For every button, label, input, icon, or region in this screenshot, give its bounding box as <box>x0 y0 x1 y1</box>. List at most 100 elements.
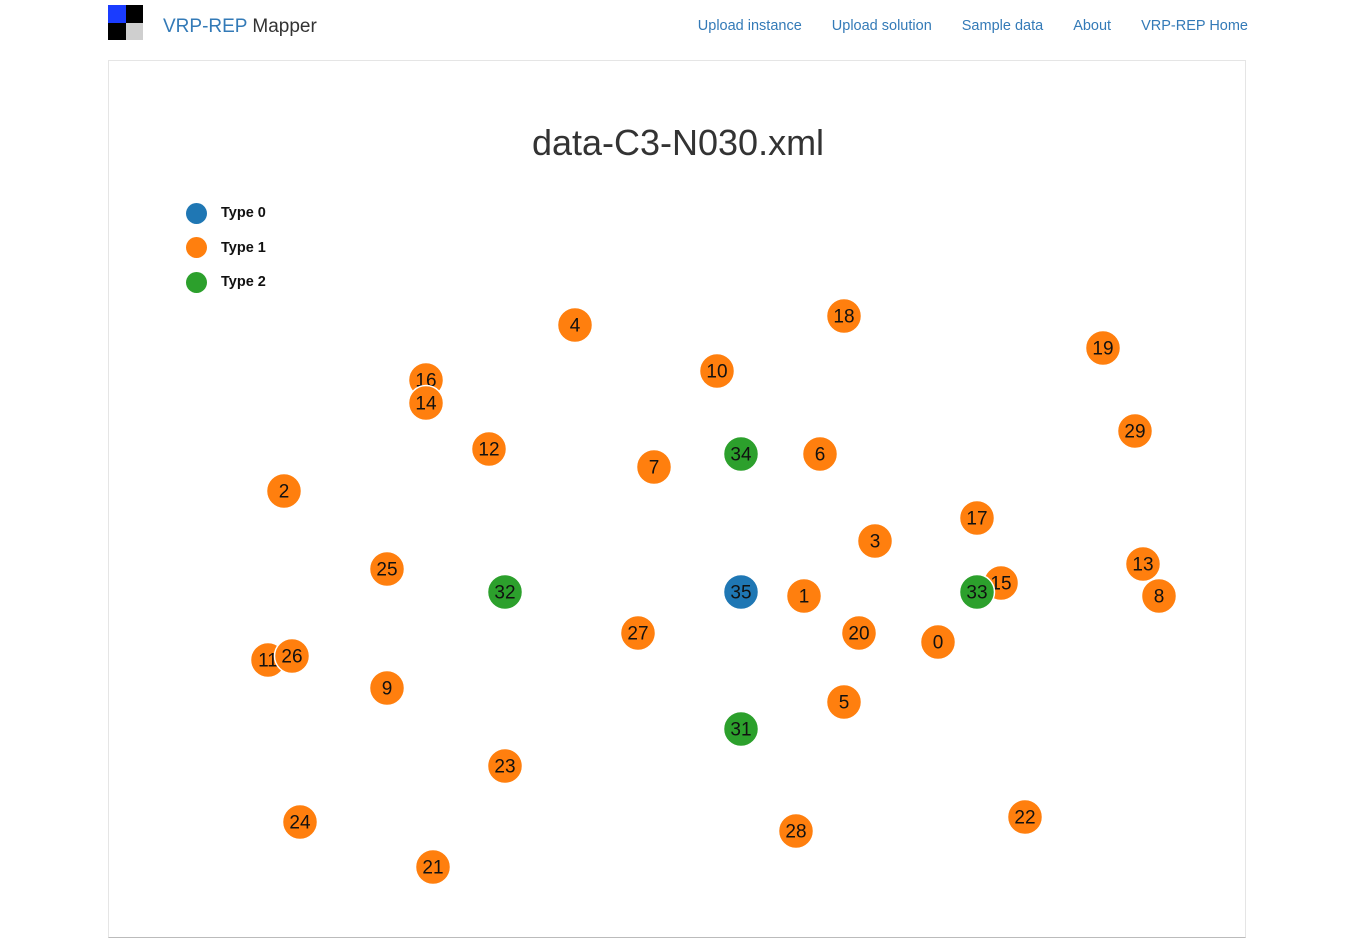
instance-title: data-C3-N030.xml <box>531 122 825 163</box>
node-label: 1 <box>799 587 810 608</box>
node-13[interactable]: 13 <box>1124 545 1162 583</box>
node-label: 15 <box>990 574 1011 595</box>
node-label: 3 <box>870 532 881 553</box>
node-circle[interactable] <box>856 522 894 560</box>
nav-vrp-rep-home-link[interactable]: VRP-REP Home <box>1141 18 1248 34</box>
node-circle[interactable] <box>556 306 594 344</box>
node-label: 19 <box>1092 339 1113 360</box>
node-1[interactable]: 1 <box>785 577 823 615</box>
node-5[interactable]: 5 <box>825 683 863 721</box>
node-label: 0 <box>933 633 944 654</box>
node-27[interactable]: 27 <box>619 614 657 652</box>
node-circle[interactable] <box>958 499 996 537</box>
node-29[interactable]: 29 <box>1116 412 1154 450</box>
node-circle[interactable] <box>368 669 406 707</box>
node-circle[interactable] <box>698 352 736 390</box>
node-circle[interactable] <box>825 683 863 721</box>
node-circle[interactable] <box>777 812 815 850</box>
node-circle[interactable] <box>958 573 996 611</box>
node-circle[interactable] <box>619 614 657 652</box>
node-circle[interactable] <box>273 637 311 675</box>
navbar: VRP-REP Mapper Upload instance Upload so… <box>0 0 1356 56</box>
node-label: 29 <box>1124 422 1145 443</box>
node-circle[interactable] <box>1140 577 1178 615</box>
logo[interactable] <box>108 5 143 40</box>
node-circle[interactable] <box>722 573 760 611</box>
node-label: 8 <box>1154 587 1165 608</box>
logo-square <box>125 5 143 23</box>
nav-upload-solution-link[interactable]: Upload solution <box>831 18 932 34</box>
node-circle[interactable] <box>919 623 957 661</box>
node-3[interactable]: 3 <box>856 522 894 560</box>
node-circle[interactable] <box>722 710 760 748</box>
node-34[interactable]: 34 <box>722 435 760 473</box>
node-32[interactable]: 32 <box>486 573 524 611</box>
node-24[interactable]: 24 <box>281 803 319 841</box>
node-circle[interactable] <box>486 747 524 785</box>
node-circle[interactable] <box>635 448 673 486</box>
node-8[interactable]: 8 <box>1140 577 1178 615</box>
node-10[interactable]: 10 <box>698 352 736 390</box>
node-17[interactable]: 17 <box>958 499 996 537</box>
node-23[interactable]: 23 <box>486 747 524 785</box>
node-circle[interactable] <box>785 577 823 615</box>
brand-name: VRP-REP <box>163 16 248 37</box>
node-circle[interactable] <box>1124 545 1162 583</box>
node-label: 20 <box>848 624 869 645</box>
nav-about-link[interactable]: About <box>1073 18 1112 34</box>
node-label: 22 <box>1014 808 1035 829</box>
node-2[interactable]: 2 <box>265 472 303 510</box>
node-circle[interactable] <box>470 430 508 468</box>
node-20[interactable]: 20 <box>840 614 878 652</box>
node-18[interactable]: 18 <box>825 297 863 335</box>
node-7[interactable]: 7 <box>635 448 673 486</box>
node-circle[interactable] <box>414 848 452 886</box>
nav-links: Upload instance Upload solution Sample d… <box>698 18 1248 34</box>
node-label: 5 <box>839 693 850 714</box>
node-9[interactable]: 9 <box>368 669 406 707</box>
node-circle[interactable] <box>825 297 863 335</box>
node-circle[interactable] <box>1006 798 1044 836</box>
node-6[interactable]: 6 <box>801 435 839 473</box>
node-31[interactable]: 31 <box>722 710 760 748</box>
node-circle[interactable] <box>486 573 524 611</box>
node-25[interactable]: 25 <box>368 550 406 588</box>
node-21[interactable]: 21 <box>414 848 452 886</box>
node-label: 10 <box>706 362 727 383</box>
nav-upload-instance-link[interactable]: Upload instance <box>697 18 802 34</box>
node-12[interactable]: 12 <box>470 430 508 468</box>
node-label: 33 <box>966 583 987 604</box>
node-circle[interactable] <box>368 550 406 588</box>
node-circle[interactable] <box>265 472 303 510</box>
brand-link[interactable]: VRP-REP Mapper <box>163 16 317 38</box>
node-circle[interactable] <box>281 803 319 841</box>
node-circle[interactable] <box>1116 412 1154 450</box>
node-4[interactable]: 4 <box>556 306 594 344</box>
node-label: 4 <box>570 316 581 337</box>
node-22[interactable]: 22 <box>1006 798 1044 836</box>
legend-item: Type 0 <box>186 196 266 231</box>
node-circle[interactable] <box>801 435 839 473</box>
node-26[interactable]: 26 <box>273 637 311 675</box>
node-circle[interactable] <box>1084 329 1122 367</box>
legend-label: Type 1 <box>221 239 266 256</box>
node-circle[interactable] <box>407 384 445 422</box>
node-label: 27 <box>627 624 648 645</box>
nav-sample-data-link[interactable]: Sample data <box>961 18 1044 34</box>
node-33[interactable]: 33 <box>958 573 996 611</box>
node-0[interactable]: 0 <box>919 623 957 661</box>
node-label: 24 <box>289 813 311 834</box>
node-label: 18 <box>833 307 854 328</box>
node-14[interactable]: 14 <box>407 384 445 422</box>
node-19[interactable]: 19 <box>1084 329 1122 367</box>
node-circle[interactable] <box>722 435 760 473</box>
node-label: 7 <box>649 458 660 479</box>
brand-suffix: Mapper <box>252 16 317 37</box>
node-label: 12 <box>478 440 499 461</box>
node-35[interactable]: 35 <box>722 573 760 611</box>
node-circle[interactable] <box>840 614 878 652</box>
node-label: 26 <box>281 647 302 668</box>
node-28[interactable]: 28 <box>777 812 815 850</box>
legend-label: Type 0 <box>221 205 266 222</box>
